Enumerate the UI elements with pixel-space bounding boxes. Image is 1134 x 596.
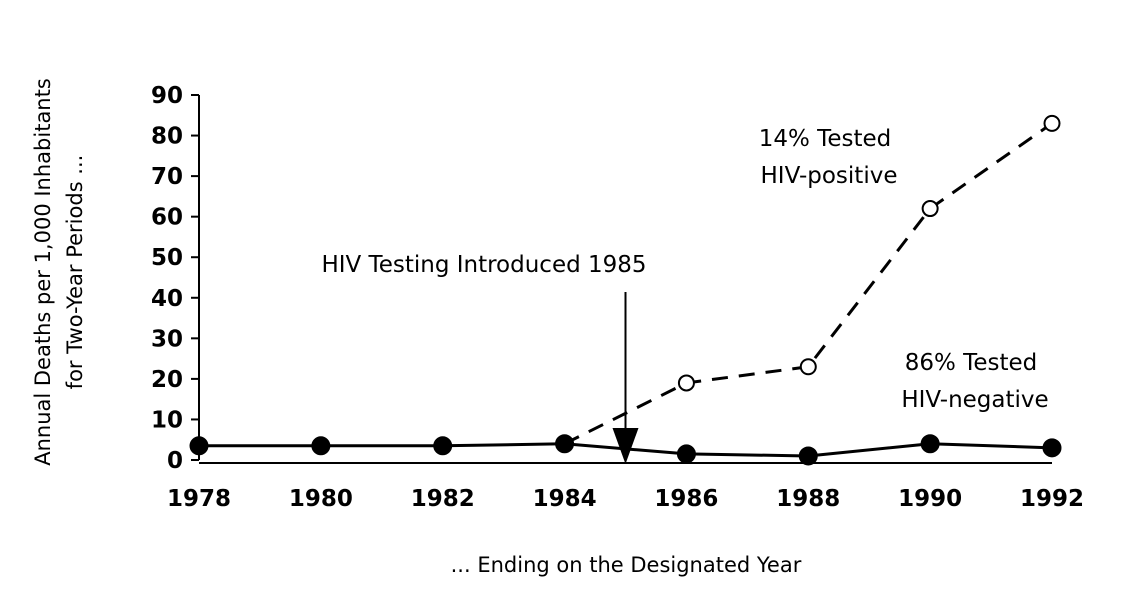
data-point bbox=[677, 374, 695, 392]
series-negative-label-line2: HIV-negative bbox=[901, 387, 1048, 413]
data-point bbox=[1043, 114, 1061, 132]
y-axis-label-line1: Annual Deaths per 1,000 Inhabitants bbox=[31, 78, 55, 466]
annotation: HIV Testing Introduced 1985 bbox=[321, 252, 647, 464]
x-tick-label: 1980 bbox=[289, 486, 353, 512]
data-point bbox=[433, 436, 453, 456]
x-tick-label: 1986 bbox=[654, 486, 718, 512]
y-axis-label: Annual Deaths per 1,000 Inhabitants for … bbox=[31, 78, 87, 466]
annotation-arrow-head bbox=[612, 428, 639, 464]
x-tick-label: 1990 bbox=[898, 486, 962, 512]
x-tick-label: 1988 bbox=[776, 486, 840, 512]
y-tick-label: 50 bbox=[151, 245, 183, 271]
y-tick-label: 20 bbox=[151, 367, 183, 393]
x-tick-label: 1982 bbox=[411, 486, 475, 512]
series-labels: 14% Tested HIV-positive 86% Tested HIV-n… bbox=[759, 126, 1049, 413]
data-point bbox=[920, 434, 940, 454]
y-tick-label: 40 bbox=[151, 286, 183, 312]
data-point bbox=[189, 436, 209, 456]
y-tick-label: 90 bbox=[151, 83, 183, 109]
x-axis-label: ... Ending on the Designated Year bbox=[451, 553, 802, 577]
y-axis-label-line2: for Two-Year Periods ... bbox=[63, 155, 87, 390]
data-point bbox=[555, 434, 575, 454]
y-tick-label: 10 bbox=[151, 407, 183, 433]
y-tick-label: 70 bbox=[151, 164, 183, 190]
data-point bbox=[921, 200, 939, 218]
data-point bbox=[798, 446, 818, 466]
series-positive-label-line2: HIV-positive bbox=[761, 163, 898, 189]
y-tick-label: 30 bbox=[151, 326, 183, 352]
testing-annotation-label: HIV Testing Introduced 1985 bbox=[321, 252, 646, 278]
series-negative-label-line1: 86% Tested bbox=[905, 350, 1037, 376]
x-tick-label: 1984 bbox=[533, 486, 597, 512]
tick-labels: 0 10 20 30 40 50 60 70 80 90 1978 1980 1982 1984 1986 1… bbox=[151, 83, 1084, 512]
x-tick-label: 1978 bbox=[167, 486, 231, 512]
data-point bbox=[799, 358, 817, 376]
data-point bbox=[1042, 438, 1062, 458]
series-positive-label-line1: 14% Tested bbox=[759, 126, 891, 152]
x-tick-label: 1992 bbox=[1020, 486, 1084, 512]
y-tick-label: 80 bbox=[151, 124, 183, 150]
y-tick-label: 60 bbox=[151, 205, 183, 231]
data-point bbox=[676, 444, 696, 464]
y-tick-label: 0 bbox=[167, 448, 183, 474]
series-hiv-positive bbox=[563, 114, 1061, 446]
series-line bbox=[563, 122, 1053, 446]
data-point bbox=[311, 436, 331, 456]
